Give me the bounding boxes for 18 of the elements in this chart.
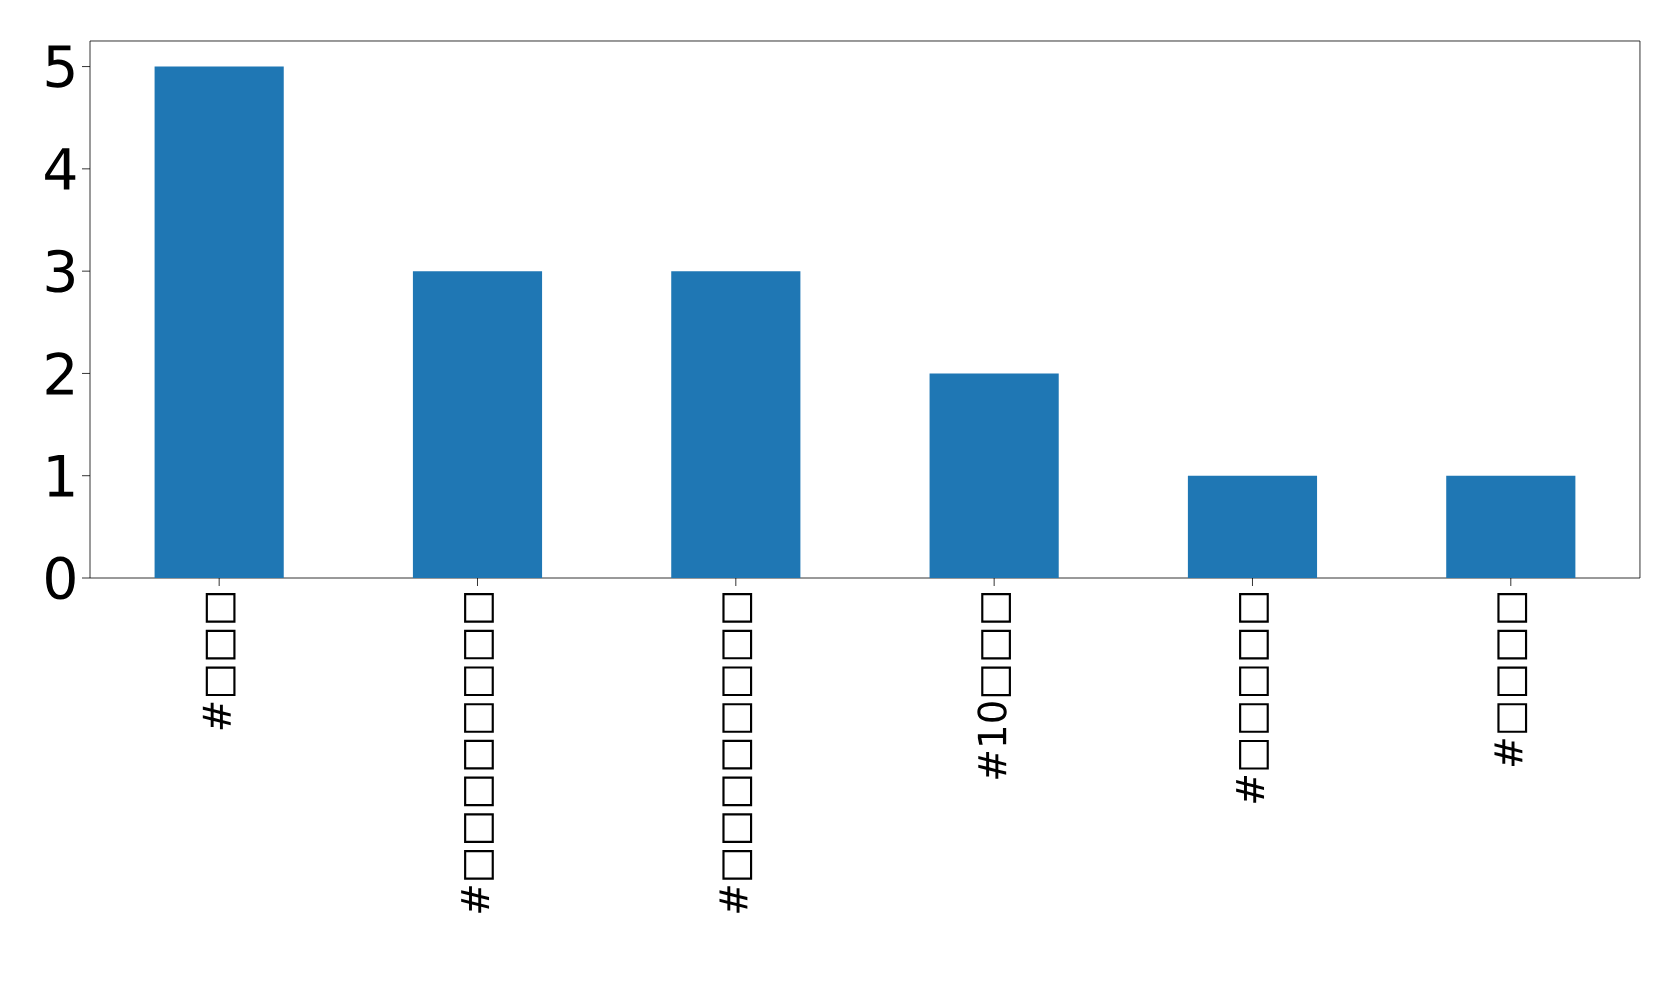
x-tick-label: #□□□: [202, 593, 236, 730]
bar: [1446, 475, 1576, 578]
bar: [412, 271, 543, 578]
y-tick-label: 5: [46, 45, 74, 88]
bar: [671, 271, 801, 578]
x-tick-label: #10□□□: [977, 593, 1011, 779]
y-tick-label: 2: [46, 352, 73, 395]
y-tick-label: 4: [45, 148, 76, 190]
y-tick-label: 0: [46, 556, 75, 600]
y-tick-label: 1: [48, 455, 74, 497]
x-tick-label: #□□□□□□□□: [719, 593, 753, 913]
x-tick-label: #□□□□: [1494, 593, 1528, 766]
x-tick-label: #□□□□□□□□: [461, 593, 494, 913]
bar: [1187, 475, 1318, 578]
bar: [154, 66, 284, 578]
y-tick-label: 3: [46, 249, 74, 293]
bar: [929, 373, 1059, 578]
x-tick-label: #□□□□□: [1236, 593, 1269, 803]
